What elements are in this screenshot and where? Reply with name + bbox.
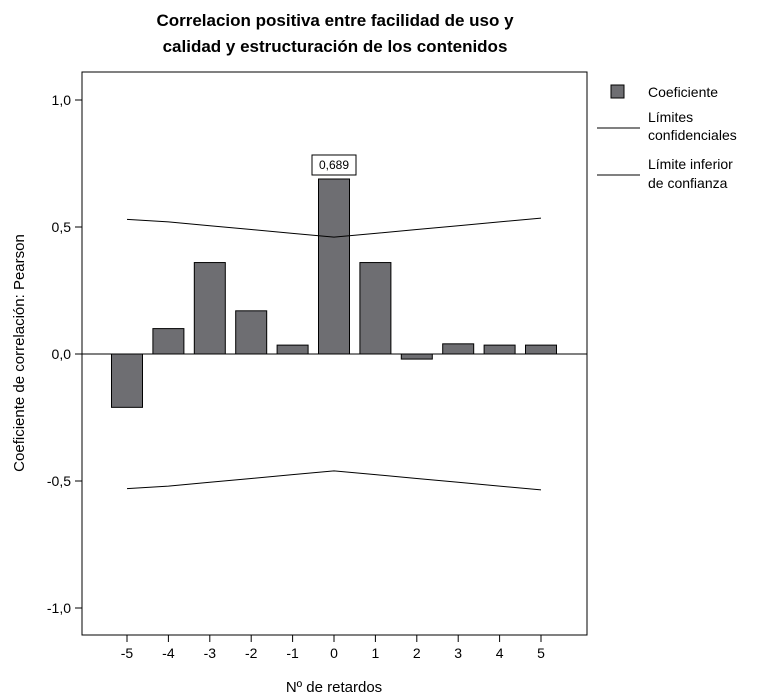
- x-tick-label: 3: [454, 645, 462, 661]
- bar-lag--3: [194, 263, 225, 354]
- legend-label-limite-inferior-line-1: Límite inferior: [648, 156, 733, 172]
- bar-lag-1: [360, 263, 391, 354]
- data-label: 0,689: [319, 158, 349, 172]
- x-tick-label: -1: [286, 645, 299, 661]
- x-tick-label: 4: [496, 645, 504, 661]
- x-tick-label: 5: [537, 645, 545, 661]
- y-axis-title: Coeficiente de correlación: Pearson: [11, 234, 28, 472]
- bar-lag-4: [484, 345, 515, 354]
- y-tick-label: 0,0: [52, 346, 72, 362]
- bar-lag--5: [112, 354, 143, 407]
- x-tick-label: -2: [245, 645, 258, 661]
- bar-lag-2: [401, 354, 432, 359]
- legend-swatch-coeficiente: [611, 85, 624, 98]
- legend-label-limite-inferior-line-2: de confianza: [648, 175, 728, 191]
- x-tick-label: 0: [330, 645, 338, 661]
- annotations-group: 0,689: [312, 155, 356, 175]
- bar-lag-3: [443, 344, 474, 354]
- legend-label-coeficiente: Coeficiente: [648, 84, 718, 100]
- bar-lag--1: [277, 345, 308, 354]
- x-tick-label: -5: [121, 645, 134, 661]
- bar-lag-5: [526, 345, 557, 354]
- y-tick-label: 0,5: [52, 219, 72, 235]
- bar-lag-0: [319, 179, 350, 354]
- legend-label-limites-line-1: Límites: [648, 109, 693, 125]
- y-tick-label: -0,5: [47, 473, 71, 489]
- x-tick-label: -4: [162, 645, 175, 661]
- y-tick-label: 1,0: [52, 92, 72, 108]
- x-axis: -5 -4 -3 -2 -1 0 1 2 3 4 5: [121, 635, 545, 661]
- chart-title-line-2: calidad y estructuración de los contenid…: [163, 37, 508, 56]
- x-axis-title: Nº de retardos: [286, 679, 382, 696]
- y-tick-label: -1,0: [47, 600, 71, 616]
- x-tick-label: 1: [372, 645, 380, 661]
- legend-label-limites-line-2: confidenciales: [648, 127, 737, 143]
- bar-lag--4: [153, 329, 184, 354]
- bar-lag--2: [236, 311, 267, 354]
- legend: Coeficiente Límites confidenciales Límit…: [597, 84, 737, 191]
- x-tick-label: -3: [204, 645, 217, 661]
- y-axis: 1,0 0,5 0,0 -0,5 -1,0: [47, 92, 82, 616]
- chart-title-line-1: Correlacion positiva entre facilidad de …: [156, 11, 514, 30]
- x-tick-label: 2: [413, 645, 421, 661]
